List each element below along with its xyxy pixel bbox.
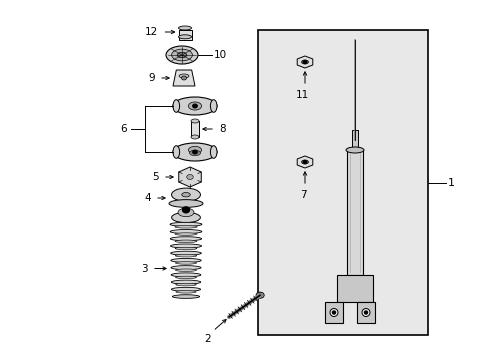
Ellipse shape	[178, 208, 194, 217]
Ellipse shape	[361, 309, 369, 316]
Ellipse shape	[173, 97, 217, 115]
Ellipse shape	[175, 276, 196, 279]
Ellipse shape	[301, 60, 308, 64]
Ellipse shape	[364, 311, 367, 314]
Ellipse shape	[181, 76, 186, 80]
Ellipse shape	[171, 280, 200, 284]
Ellipse shape	[171, 266, 201, 270]
Ellipse shape	[173, 146, 179, 158]
Ellipse shape	[175, 262, 196, 264]
Ellipse shape	[176, 291, 196, 293]
Ellipse shape	[178, 35, 191, 39]
Bar	[336, 275, 372, 302]
Ellipse shape	[178, 26, 191, 30]
Ellipse shape	[171, 188, 200, 201]
Text: 4: 4	[144, 193, 151, 203]
Bar	[346, 150, 362, 275]
Ellipse shape	[188, 147, 201, 154]
Ellipse shape	[189, 150, 200, 156]
Ellipse shape	[173, 143, 217, 161]
Ellipse shape	[301, 160, 308, 164]
Ellipse shape	[179, 74, 188, 78]
Bar	[178, 30, 191, 40]
Ellipse shape	[170, 251, 201, 255]
Text: 11: 11	[295, 90, 308, 100]
Ellipse shape	[177, 52, 186, 58]
Ellipse shape	[188, 102, 201, 110]
Ellipse shape	[191, 119, 199, 123]
Text: 9: 9	[148, 73, 155, 83]
Ellipse shape	[169, 200, 203, 207]
Polygon shape	[179, 167, 201, 187]
Ellipse shape	[210, 146, 217, 158]
Ellipse shape	[182, 193, 190, 197]
Text: 8: 8	[219, 124, 225, 134]
Text: 3: 3	[141, 264, 148, 274]
Ellipse shape	[186, 175, 193, 180]
Bar	[258, 30, 427, 335]
Ellipse shape	[171, 49, 192, 61]
Polygon shape	[173, 70, 195, 86]
Ellipse shape	[171, 287, 200, 291]
Ellipse shape	[329, 309, 337, 316]
Ellipse shape	[182, 207, 189, 213]
Ellipse shape	[303, 60, 306, 63]
Ellipse shape	[175, 247, 197, 250]
Ellipse shape	[192, 150, 197, 154]
Ellipse shape	[175, 255, 196, 257]
Ellipse shape	[174, 226, 197, 228]
Ellipse shape	[191, 135, 199, 139]
Ellipse shape	[170, 222, 202, 226]
Ellipse shape	[171, 273, 201, 277]
Bar	[191, 121, 199, 137]
Ellipse shape	[175, 233, 197, 235]
Polygon shape	[297, 156, 312, 168]
Text: 10: 10	[214, 50, 226, 60]
Ellipse shape	[175, 269, 196, 271]
Polygon shape	[297, 56, 312, 68]
Bar	[351, 130, 357, 155]
Ellipse shape	[332, 311, 335, 314]
Ellipse shape	[165, 46, 198, 64]
Ellipse shape	[346, 147, 363, 153]
Text: 12: 12	[145, 27, 158, 37]
Ellipse shape	[171, 212, 200, 222]
Ellipse shape	[170, 258, 201, 262]
Ellipse shape	[175, 283, 196, 286]
Bar	[356, 302, 374, 323]
Ellipse shape	[172, 295, 199, 298]
Ellipse shape	[258, 294, 262, 297]
Text: 2: 2	[204, 334, 210, 344]
Text: 6: 6	[120, 124, 127, 134]
Ellipse shape	[210, 100, 217, 112]
Text: 1: 1	[447, 177, 454, 188]
Text: 5: 5	[152, 172, 159, 182]
Ellipse shape	[170, 230, 202, 234]
Ellipse shape	[256, 292, 264, 298]
Ellipse shape	[170, 237, 201, 241]
Bar	[325, 302, 342, 323]
Ellipse shape	[173, 100, 179, 112]
Ellipse shape	[170, 244, 201, 248]
Ellipse shape	[303, 161, 306, 163]
Text: 7: 7	[299, 190, 305, 200]
Ellipse shape	[175, 240, 197, 243]
Ellipse shape	[192, 104, 197, 108]
